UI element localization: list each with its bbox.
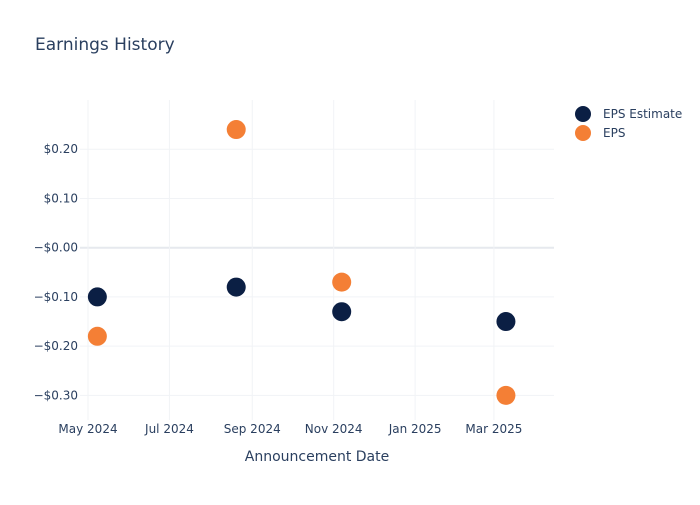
x-tick-label: Sep 2024 — [224, 422, 281, 436]
eps-estimate-point[interactable] — [496, 312, 516, 332]
y-tick-label: −$0.30 — [34, 388, 78, 402]
x-tick-label: Jan 2025 — [388, 422, 442, 436]
eps-point[interactable] — [87, 326, 107, 346]
y-tick-label: $0.10 — [44, 191, 78, 205]
legend-label-eps[interactable]: EPS — [603, 126, 625, 140]
data-points — [87, 120, 516, 405]
eps-estimate-point[interactable] — [226, 277, 246, 297]
x-axis-label: Announcement Date — [245, 449, 389, 465]
x-tick-label: Mar 2025 — [465, 422, 522, 436]
y-tick-label: −$0.10 — [34, 290, 78, 304]
legend-marker-eps[interactable] — [575, 125, 591, 141]
eps-estimate-point[interactable] — [332, 302, 352, 322]
y-tick-label: −$0.00 — [34, 241, 78, 255]
eps-estimate-point[interactable] — [87, 287, 107, 307]
x-axis-ticks: May 2024 Jul 2024 Sep 2024 Nov 2024 Jan 2025… — [58, 422, 522, 436]
eps-point[interactable] — [496, 385, 516, 405]
x-tick-label: May 2024 — [58, 422, 117, 436]
grid-lines — [80, 100, 554, 420]
x-tick-label: Jul 2024 — [144, 422, 194, 436]
legend-label-eps-estimate[interactable]: EPS Estimate — [603, 107, 682, 121]
chart-title: Earnings History — [35, 35, 175, 55]
y-axis-ticks: $0.20 $0.10 −$0.00 −$0.10 −$0.20 −$0.30 — [34, 142, 78, 402]
legend-marker-eps-estimate[interactable] — [575, 106, 591, 122]
eps-point[interactable] — [332, 272, 352, 292]
x-tick-label: Nov 2024 — [305, 422, 363, 436]
eps-point[interactable] — [226, 120, 246, 140]
y-tick-label: −$0.20 — [34, 339, 78, 353]
y-tick-label: $0.20 — [44, 142, 78, 156]
legend: EPS Estimate EPS — [575, 106, 682, 141]
